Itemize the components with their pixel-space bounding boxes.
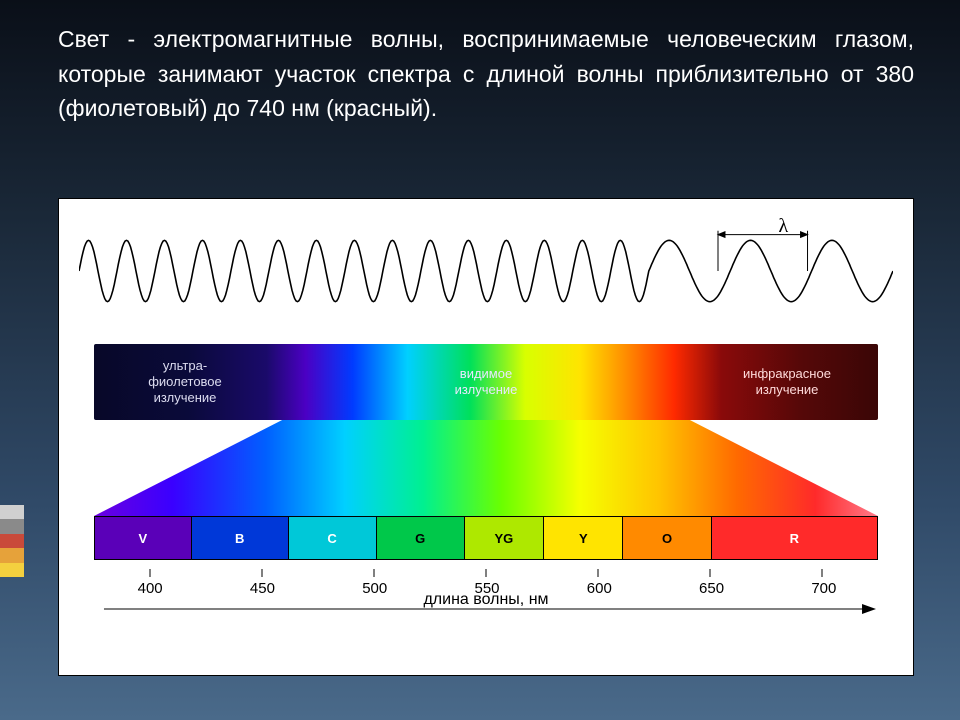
wave-diagram: λ [79, 225, 893, 317]
ir-region-label: инфракрасноеизлучение [712, 366, 862, 399]
visible-region-label: видимоеизлучение [411, 366, 561, 399]
spectrum-band: ультра-фиолетовоеизлучение видимоеизлуче… [94, 344, 878, 420]
slide-accent-stripes [0, 505, 24, 577]
color-segment-v: V [95, 517, 192, 559]
wavelength-axis: 400450500550600650700 длина волны, нм [94, 569, 878, 615]
color-segment-b: B [192, 517, 289, 559]
description-text: Свет - электромагнитные волны, восприним… [58, 22, 914, 126]
color-segment-y: Y [544, 517, 623, 559]
color-segment-yg: YG [465, 517, 544, 559]
uv-region-label: ультра-фиолетовоеизлучение [110, 358, 260, 407]
color-segment-o: O [623, 517, 711, 559]
lambda-label: λ [778, 215, 788, 238]
spectrum-figure: λ ультра-фиолетовоеизлучение видимоеизлу… [58, 198, 914, 676]
color-segment-c: C [289, 517, 377, 559]
axis-title: длина волны, нм [94, 591, 878, 609]
spectrum-fan [94, 420, 878, 516]
color-segment-g: G [377, 517, 465, 559]
color-segment-r: R [712, 517, 877, 559]
color-letter-bar: VBCGYGYOR [94, 516, 878, 560]
